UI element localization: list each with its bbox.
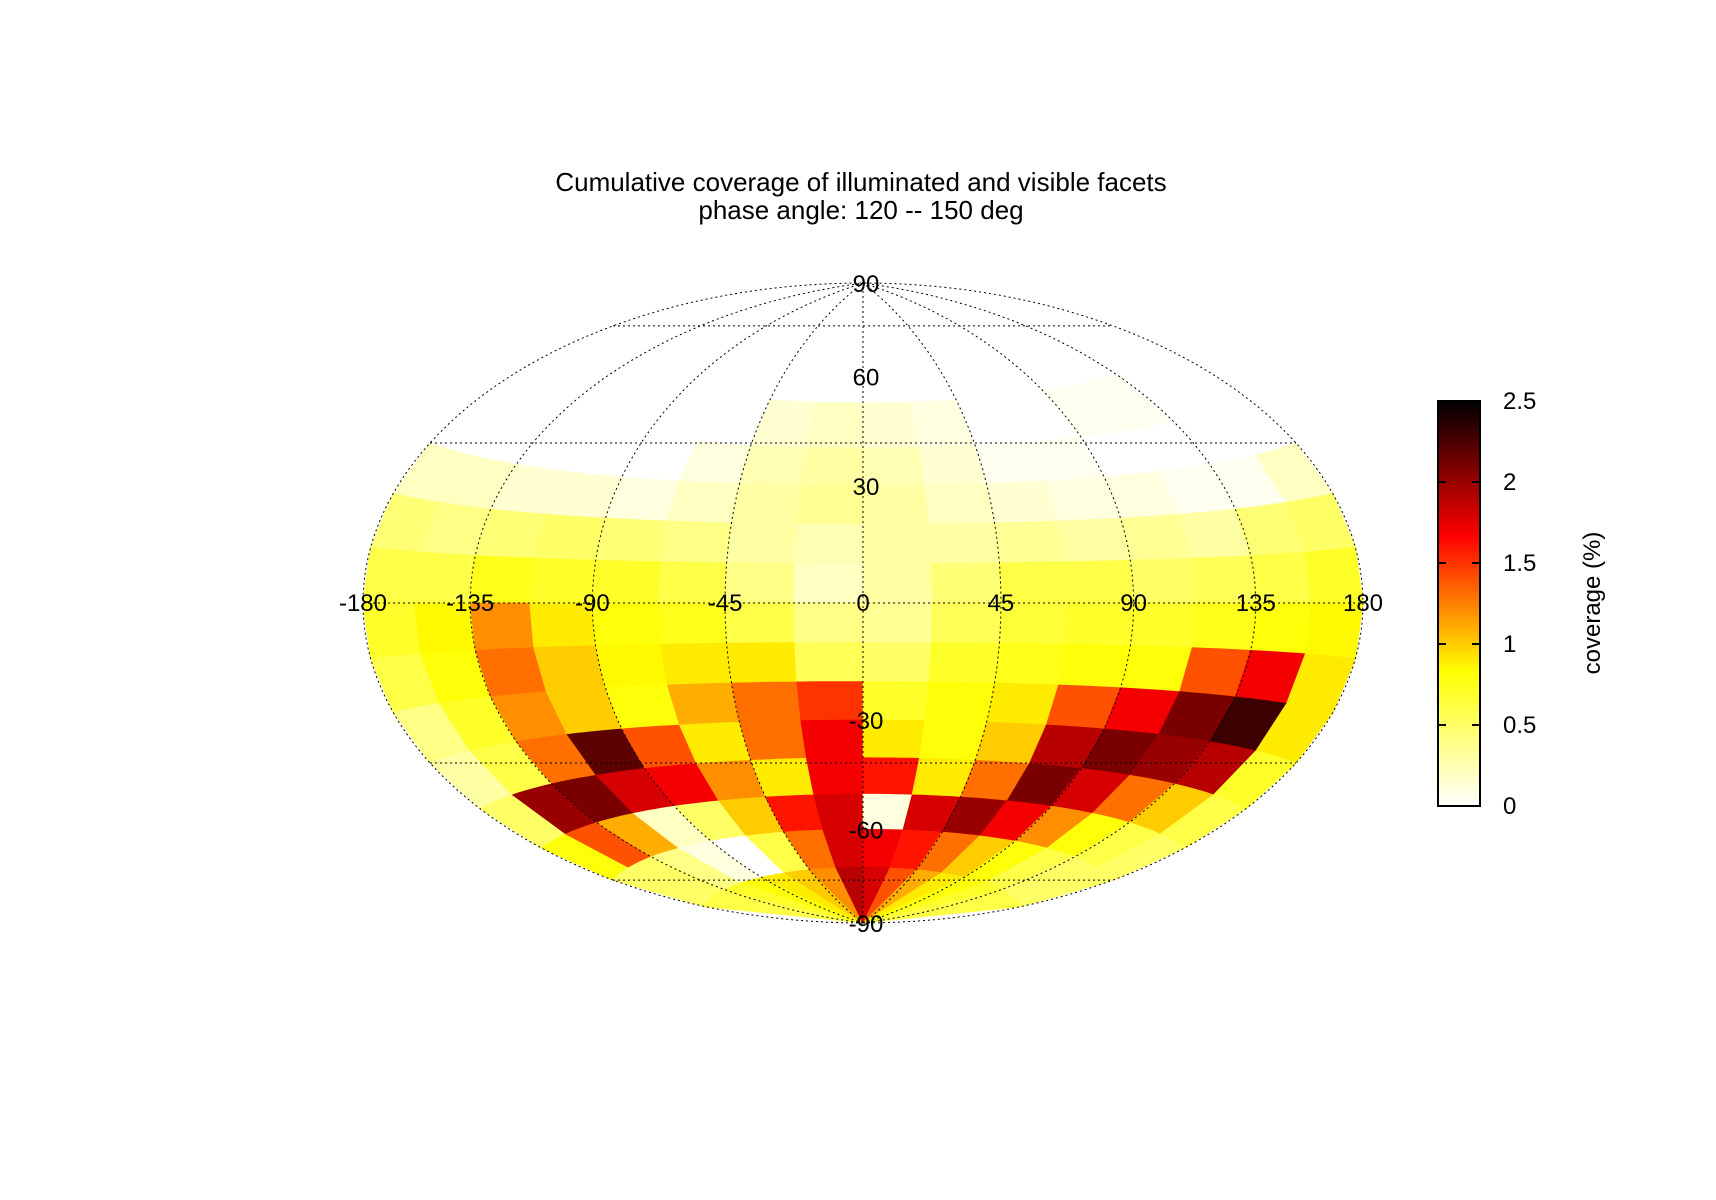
heatmap-cells	[362, 282, 1364, 924]
heatmap-cell	[806, 401, 864, 449]
heatmap-cell	[794, 642, 864, 683]
heatmap-cell	[986, 682, 1060, 726]
heatmap-cell	[738, 720, 807, 761]
colorbar-tick-label: 1.5	[1503, 550, 1536, 577]
heatmap-cell	[666, 480, 740, 524]
heatmap-cell	[1058, 643, 1131, 689]
heatmap-cell	[862, 523, 932, 564]
longitude-tick-label: 0	[856, 590, 869, 617]
graticule-grid	[362, 282, 1364, 924]
longitude-tick-label: -90	[575, 590, 610, 617]
heatmap-cell	[928, 522, 1000, 564]
heatmap-cell	[862, 602, 933, 643]
longitude-tick-label: 45	[988, 590, 1015, 617]
heatmap-cell	[731, 681, 802, 723]
heatmap-cell	[793, 563, 864, 604]
heatmap-cell	[924, 681, 995, 723]
heatmap-cell	[994, 642, 1067, 686]
heatmap-cell	[731, 483, 802, 525]
chart-title-group: Cumulative coverage of illuminated and v…	[555, 167, 1166, 225]
heatmap-cell	[919, 445, 988, 486]
chart-subtitle: phase angle: 120 -- 150 deg	[698, 195, 1023, 225]
heatmap-cell	[794, 523, 864, 564]
heatmap-cell	[666, 682, 740, 726]
meridian-line	[862, 282, 1364, 924]
colorbar: 0 0.5 1 1.5 2 2.5 coverage (%)	[1437, 388, 1606, 820]
heatmap-cell	[793, 602, 864, 643]
heatmap-cell	[862, 401, 920, 449]
longitude-tick-label: 135	[1236, 590, 1276, 617]
heatmap-cell	[738, 445, 807, 486]
heatmap-cell	[659, 642, 732, 686]
heatmap-cell	[919, 720, 988, 761]
heatmap-cell	[806, 757, 864, 796]
heatmap-cell	[595, 643, 668, 689]
chart-title: Cumulative coverage of illuminated and v…	[555, 167, 1166, 197]
latitude-tick-label: -60	[849, 817, 884, 844]
longitude-tick-label: -45	[708, 590, 743, 617]
latitude-tick-label: 60	[853, 365, 880, 392]
meridian-line	[469, 282, 864, 924]
latitude-tick-labels: 90 60 30 -30 -60 -90	[849, 271, 884, 938]
heatmap-cell	[1058, 517, 1131, 563]
colorbar-tick-label: 2	[1503, 469, 1516, 496]
latitude-tick-label: -90	[849, 911, 884, 938]
colorbar-tick-label: 0.5	[1503, 712, 1536, 739]
heatmap-cell	[862, 563, 933, 604]
heatmap-cell	[659, 520, 732, 564]
heatmap-cell	[533, 645, 606, 693]
latitude-tick-label: 90	[853, 271, 880, 298]
heatmap-cell	[986, 480, 1060, 524]
colorbar-label: coverage (%)	[1579, 532, 1606, 675]
heatmap-cell	[595, 517, 668, 563]
meridian-line	[724, 282, 864, 924]
longitude-tick-label: 180	[1343, 590, 1383, 617]
colorbar-tick-label: 2.5	[1503, 388, 1536, 415]
longitude-tick-label: -135	[446, 590, 494, 617]
heatmap-cell	[924, 483, 995, 525]
latitude-tick-label: -30	[849, 708, 884, 735]
longitude-tick-label: 90	[1120, 590, 1147, 617]
longitude-tick-labels: -180 -135 -90 -45 0 45 90 135 180	[339, 590, 1383, 617]
meridian-line	[862, 282, 1002, 924]
colorbar-gradient	[1437, 400, 1481, 807]
colorbar-tick-label: 1	[1503, 631, 1516, 658]
longitude-tick-label: -180	[339, 590, 387, 617]
heatmap-cell	[726, 642, 798, 684]
latitude-tick-label: 30	[853, 474, 880, 501]
heatmap-cell	[928, 642, 1000, 684]
heatmap-cell	[726, 522, 798, 564]
meridian-line	[862, 282, 1257, 924]
heatmap-cell	[533, 513, 606, 561]
heatmap-cell	[862, 642, 932, 683]
colorbar-ticks: 0 0.5 1 1.5 2 2.5	[1438, 388, 1536, 820]
heatmap-cell	[994, 520, 1067, 564]
colorbar-tick-label: 0	[1503, 793, 1516, 820]
